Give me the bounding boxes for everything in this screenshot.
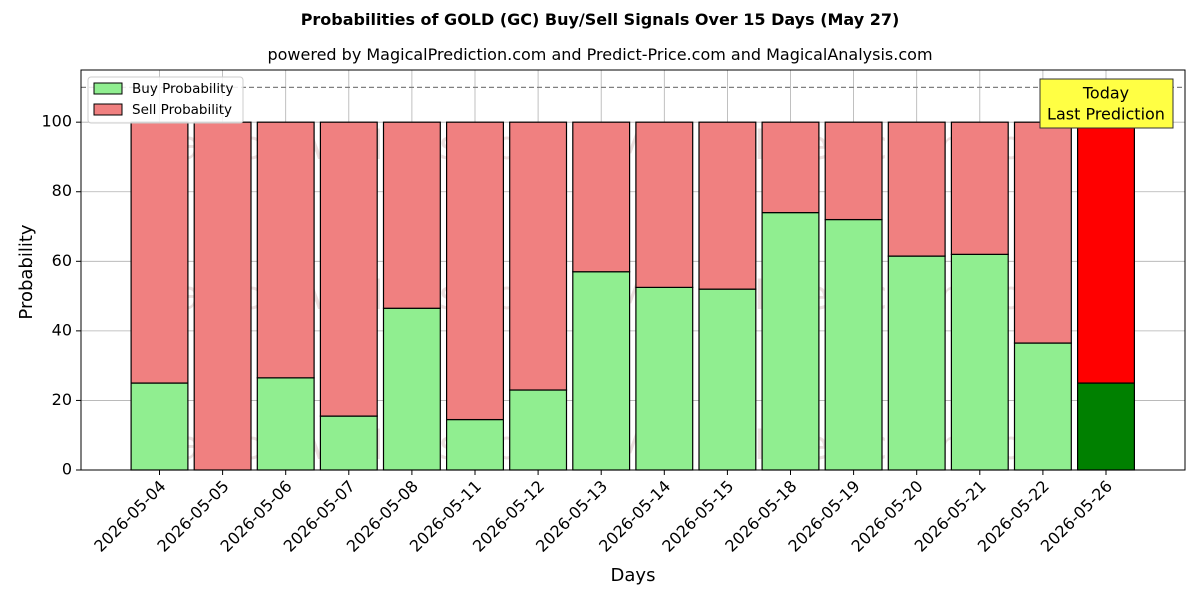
bar-buy (698, 288, 757, 471)
bar-sell (572, 121, 631, 273)
bar-buy (887, 255, 946, 471)
bar-sell (1013, 121, 1072, 344)
legend-swatch (93, 103, 123, 116)
bar-sell (887, 121, 946, 257)
bar-sell (446, 121, 505, 421)
bar-sell (319, 121, 378, 417)
bar-buy (1013, 342, 1072, 471)
y-tick-label: 60 (52, 251, 72, 270)
y-axis-label: Probability (16, 224, 37, 319)
bar-sell (130, 121, 189, 384)
annotation-box (1039, 78, 1174, 129)
annotation-today: Today Last Prediction (1039, 78, 1174, 129)
plot-frame (80, 69, 1186, 471)
bar-buy (950, 253, 1009, 471)
bar-sell (950, 121, 1009, 255)
bar-sell (761, 121, 820, 214)
bar-sell (256, 121, 315, 379)
legend: Buy Probability Sell Probability (87, 76, 244, 124)
bar-buy (635, 286, 694, 471)
y-tick-label: 40 (52, 320, 72, 339)
bar-buy (130, 382, 189, 471)
bars-layer (130, 121, 1135, 471)
y-tick-label: 80 (52, 181, 72, 200)
x-axis-label: Days (611, 565, 656, 586)
bar-buy (382, 307, 441, 471)
bar-sell (193, 121, 252, 471)
bar-buy (256, 377, 315, 471)
bar-sell (635, 121, 694, 288)
y-tick-label: 0 (62, 460, 72, 479)
legend-swatch (93, 82, 123, 95)
bar-buy (509, 389, 568, 471)
bar-buy (446, 418, 505, 471)
y-tick-label: 100 (41, 112, 72, 131)
annotation-line1: Today (1082, 84, 1129, 103)
axes-layer (80, 69, 1186, 471)
bar-buy (319, 415, 378, 471)
bar-buy (572, 271, 631, 471)
legend-label: Sell Probability (132, 102, 232, 118)
bar-buy (824, 218, 883, 471)
bar-buy (1076, 382, 1135, 471)
annotation-line2: Last Prediction (1047, 105, 1165, 124)
chart-subtitle: powered by MagicalPrediction.com and Pre… (267, 45, 933, 64)
bar-sell (1076, 121, 1135, 384)
bar-sell (698, 121, 757, 290)
legend-label: Buy Probability (132, 81, 233, 97)
chart-title: Probabilities of GOLD (GC) Buy/Sell Sign… (300, 10, 900, 29)
y-tick-label: 20 (52, 390, 72, 409)
bar-sell (824, 121, 883, 221)
legend-box (87, 76, 244, 124)
bar-sell (382, 121, 441, 309)
bar-sell (509, 121, 568, 391)
bar-buy (761, 212, 820, 471)
